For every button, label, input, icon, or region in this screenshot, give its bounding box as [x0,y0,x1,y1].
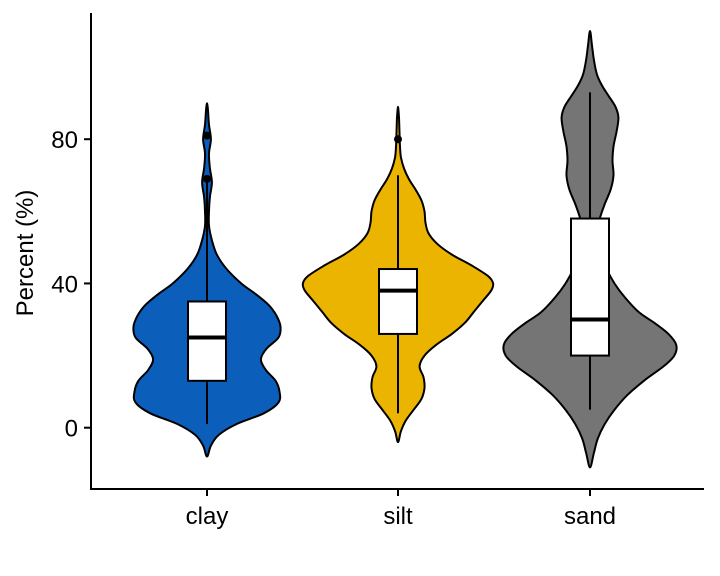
y-axis-ticks: 0 40 80 [51,127,91,443]
box-iqr [378,268,418,335]
y-tick-label: 0 [65,416,78,443]
x-tick-label: sand [564,503,616,530]
outlier-point [394,135,402,144]
x-axis-ticks: clay silt sand [186,489,616,530]
x-tick-label: silt [383,503,413,530]
violin-group [132,29,678,469]
x-tick-label: clay [186,503,229,530]
violin-sand [502,29,678,469]
outlier-point [203,174,211,183]
violin-clay [132,102,282,458]
y-tick-label: 80 [51,127,78,154]
box-iqr [187,300,227,382]
y-axis-title: Percent (%) [12,190,39,317]
box-iqr [570,217,610,357]
y-tick-label: 40 [51,271,78,298]
outlier-point [203,131,211,140]
violin-silt [301,105,495,444]
